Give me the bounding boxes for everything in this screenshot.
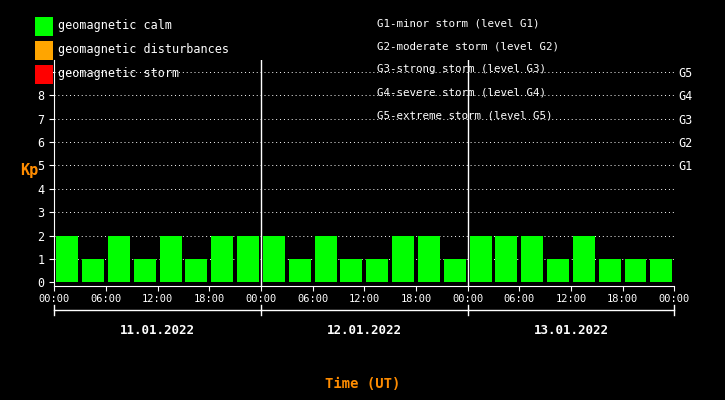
Bar (237, 236, 259, 282)
Text: 11.01.2022: 11.01.2022 (120, 324, 195, 336)
Bar (624, 259, 647, 282)
Y-axis label: Kp: Kp (20, 162, 38, 178)
Bar (392, 236, 414, 282)
Bar (650, 259, 672, 282)
Bar (315, 236, 336, 282)
Bar (108, 236, 130, 282)
Text: geomagnetic calm: geomagnetic calm (58, 20, 172, 32)
Bar (418, 236, 440, 282)
Bar (160, 236, 181, 282)
Text: G2-moderate storm (level G2): G2-moderate storm (level G2) (377, 41, 559, 51)
Text: G3-strong storm (level G3): G3-strong storm (level G3) (377, 64, 546, 74)
Bar (289, 259, 311, 282)
Text: G4-severe storm (level G4): G4-severe storm (level G4) (377, 88, 546, 98)
Text: 13.01.2022: 13.01.2022 (534, 324, 608, 336)
Bar (599, 259, 621, 282)
Bar (134, 259, 156, 282)
Text: geomagnetic disturbances: geomagnetic disturbances (58, 44, 229, 56)
Bar (521, 236, 543, 282)
Bar (186, 259, 207, 282)
Bar (547, 259, 569, 282)
Text: G1-minor storm (level G1): G1-minor storm (level G1) (377, 18, 539, 28)
Bar (57, 236, 78, 282)
Text: G5-extreme storm (level G5): G5-extreme storm (level G5) (377, 111, 552, 121)
Text: geomagnetic storm: geomagnetic storm (58, 68, 179, 80)
Bar (366, 259, 388, 282)
Bar (470, 236, 492, 282)
Text: 12.01.2022: 12.01.2022 (327, 324, 402, 336)
Bar (573, 236, 594, 282)
Bar (495, 236, 518, 282)
Bar (211, 236, 233, 282)
Text: Time (UT): Time (UT) (325, 377, 400, 391)
Bar (444, 259, 465, 282)
Bar (82, 259, 104, 282)
Bar (263, 236, 285, 282)
Bar (341, 259, 362, 282)
